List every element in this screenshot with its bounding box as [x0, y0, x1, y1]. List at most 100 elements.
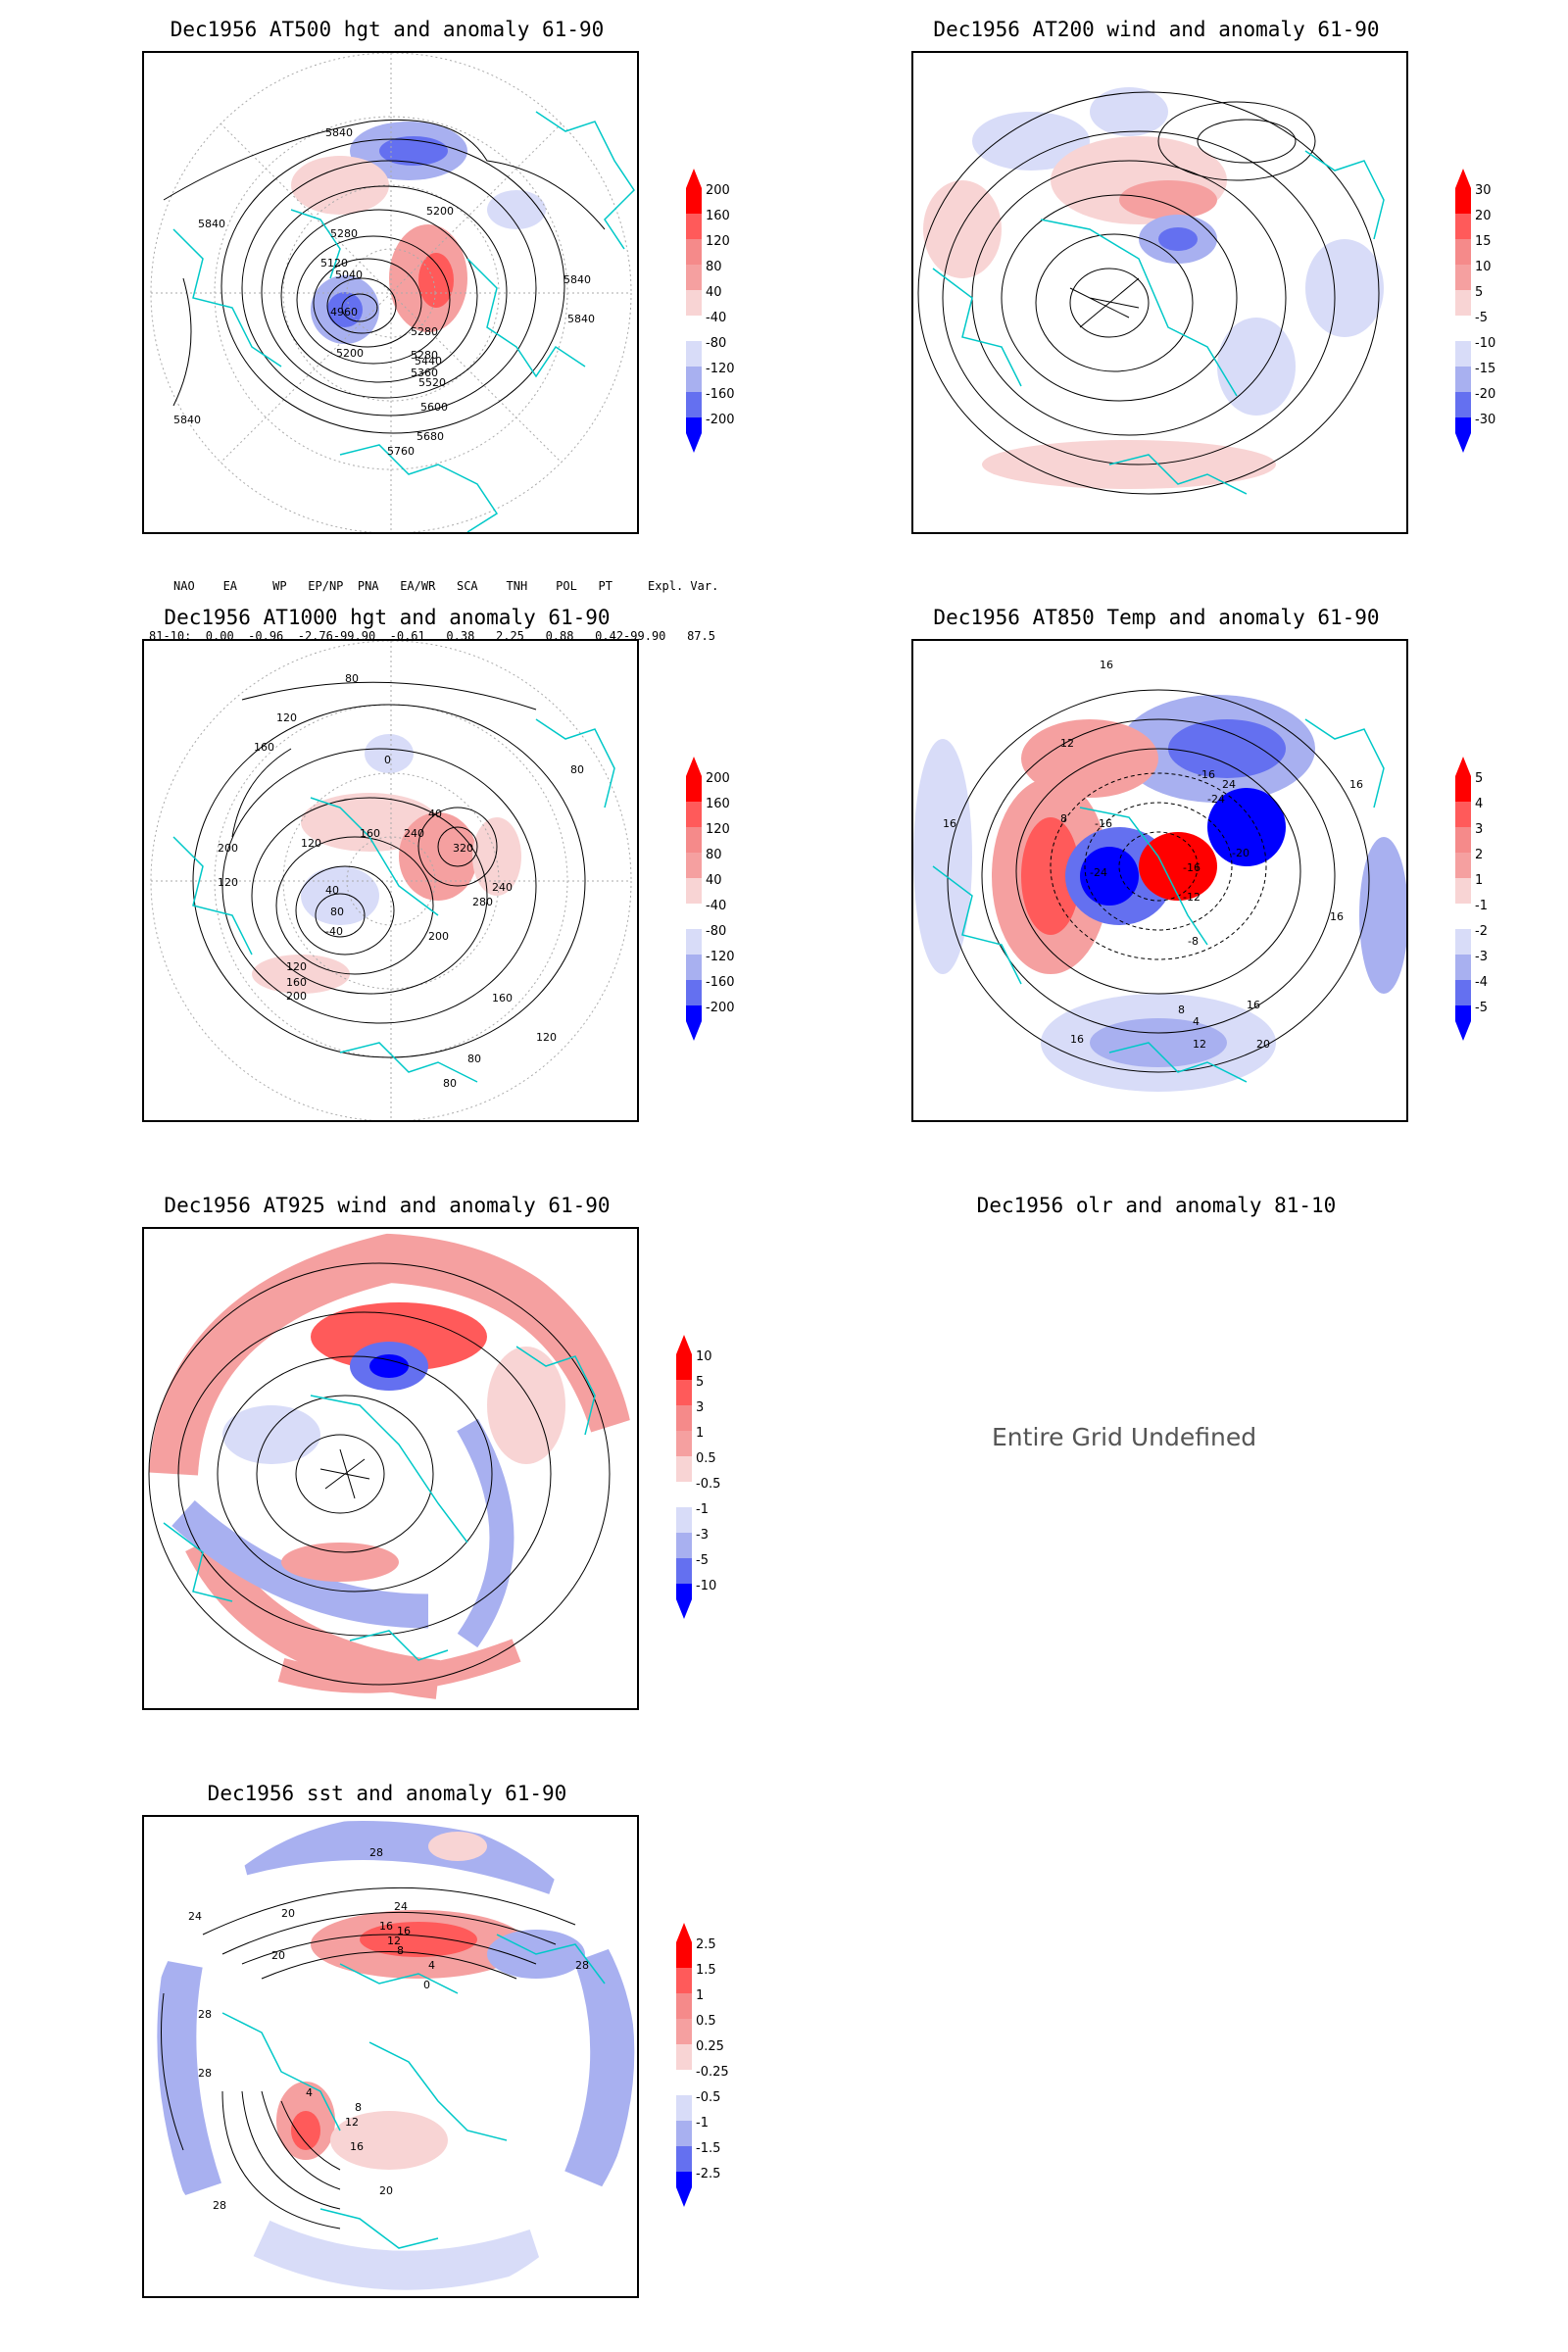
contour-label: 80: [330, 906, 344, 918]
map-1000: 80 120 160 80 0 40 160 240 320 240 280 2…: [142, 639, 639, 1122]
contour-label: 5760: [387, 445, 415, 458]
streamlines-200: [917, 91, 1380, 495]
colorbar-sst: 2.5 1.5 1 0.5 0.25 -0.25 -0.5 -1 -1.5 -2…: [666, 1923, 735, 2211]
colorbar-label: 120: [706, 234, 730, 249]
contour-label: -16: [1183, 861, 1200, 874]
contour-label: -20: [1232, 847, 1250, 859]
colorbar-label: 160: [706, 209, 730, 223]
contour-label: 12: [345, 2116, 359, 2129]
colorbar-label: 80: [706, 260, 722, 274]
colorbar-label: -30: [1475, 413, 1495, 427]
contour-label: 12: [1193, 1038, 1206, 1051]
colorbar-label: -1: [1475, 899, 1488, 913]
colorbar-label: 5: [1475, 285, 1483, 300]
contour-label: 5280: [411, 349, 438, 362]
contour-label: 5840: [564, 273, 591, 286]
streamlines-925: [148, 1262, 611, 1686]
contour-label: 40: [325, 884, 339, 897]
contour-label: 8: [1060, 812, 1067, 825]
contour-label: 4: [428, 1959, 435, 1972]
contour-label: 16: [1330, 910, 1344, 923]
map-500: 5840 5840 5840 5840 5840 5280 5280 5200 …: [142, 51, 639, 534]
colorbar-label: 80: [706, 848, 722, 862]
map-sst-svg: 28 24 20 24 16 16 12 8 4 20 28 0 28 4 8 …: [146, 1817, 636, 2296]
contour-label: 5200: [336, 347, 364, 360]
colorbar-label: -120: [706, 362, 735, 376]
coastlines-500: [172, 111, 635, 532]
contour-label: 28: [198, 2008, 212, 2021]
colorbar-label: -15: [1475, 362, 1495, 376]
contour-label: 80: [570, 763, 584, 776]
map-200-svg: [917, 87, 1385, 495]
colorbar-label: 1: [696, 1988, 704, 2003]
contour-label: 28: [198, 2067, 212, 2080]
contour-label: 8: [1178, 1004, 1185, 1016]
colorbar-label: -80: [706, 924, 726, 939]
contour-label: 40: [428, 808, 442, 820]
contour-labels-500: 5840 5840 5840 5840 5840 5280 5280 5200 …: [173, 126, 595, 458]
colorbar-label: 5: [696, 1375, 704, 1390]
colorbar-label: 40: [706, 873, 722, 888]
contour-label: -16: [1198, 768, 1215, 781]
colorbar-label: -1: [696, 1502, 709, 1517]
contour-label: 16: [1070, 1033, 1084, 1046]
colorbar-label: 160: [706, 797, 730, 811]
teleconnection-index-table: NAO EA WP EP/NP PNA EA/WR SCA TNH POL PT…: [149, 545, 718, 662]
contour-label: 5600: [420, 401, 448, 414]
colorbar-label: -1: [696, 2116, 709, 2131]
contour-label: -8: [1188, 935, 1199, 948]
contour-label: 12: [387, 1935, 401, 1947]
colorbar-label: -80: [706, 336, 726, 351]
contour-label: 280: [472, 896, 493, 908]
map-850-svg: 16 12 16 8 -16 -24 -16 24 -20 -24 -16 16…: [913, 659, 1406, 1092]
contour-label: -24: [1207, 793, 1225, 806]
colorbar-925: 10 5 3 1 0.5 -0.5 -1 -3 -5 -10: [666, 1335, 735, 1623]
contour-label: 16: [379, 1920, 393, 1933]
coastlines-200: [932, 150, 1385, 495]
contour-label: 24: [394, 1900, 408, 1913]
coastlines-925: [163, 1346, 596, 1661]
contour-label: 16: [397, 1925, 411, 1937]
contour-label: 200: [286, 990, 307, 1003]
colorbar-label: 10: [1475, 260, 1492, 274]
colorbar-850: 5 4 3 2 1 -1 -2 -3 -4 -5: [1446, 757, 1514, 1045]
colorbar-label: -40: [706, 311, 726, 325]
contour-label: 8: [397, 1944, 404, 1957]
contour-label: 120: [286, 960, 307, 973]
contour-label: 16: [943, 817, 956, 830]
contour-label: 28: [575, 1959, 589, 1972]
contour-label: -24: [1090, 866, 1107, 879]
colorbar-200: 30 20 15 10 5 -5 -10 -15 -20 -30: [1446, 169, 1514, 457]
colorbar-label: 0.25: [696, 2039, 724, 2054]
contour-label: 80: [443, 1077, 457, 1090]
contour-label: 5840: [198, 218, 225, 230]
colorbar-label: -160: [706, 387, 735, 402]
colorbar-label: 2.5: [696, 1937, 716, 1952]
contour-label: 120: [218, 876, 238, 889]
colorbar-1000: 200 160 120 80 40 -40 -80 -120 -160 -200: [676, 757, 745, 1045]
contour-label: 5520: [418, 376, 446, 389]
colorbar-label: -0.5: [696, 2090, 720, 2105]
colorbar-label: -5: [1475, 1001, 1488, 1015]
contour-label: 16: [1100, 659, 1113, 671]
contour-label: 5120: [320, 257, 348, 270]
colorbar-label: 120: [706, 822, 730, 837]
colorbar-label: 2: [1475, 848, 1483, 862]
temp-contours-850: [947, 689, 1370, 1073]
colorbar-label: 15: [1475, 234, 1492, 249]
colorbar-label: -40: [706, 899, 726, 913]
colorbar-label: 30: [1475, 183, 1492, 198]
polar-grid-500: [150, 53, 632, 532]
contour-label: 4960: [330, 306, 358, 318]
colorbar-label: -160: [706, 975, 735, 990]
contour-label: 28: [213, 2199, 226, 2212]
contour-label: 28: [369, 1846, 383, 1859]
contour-label: 5280: [330, 227, 358, 240]
contour-labels-850: 16 12 16 8 -16 -24 -16 24 -20 -24 -16 16…: [943, 659, 1363, 1051]
colorbar-label: 3: [1475, 822, 1483, 837]
height-contours-1000: [192, 681, 586, 1058]
contour-label: 20: [1256, 1038, 1270, 1051]
coastlines-sst: [221, 1934, 606, 2249]
colorbar-label: -0.25: [696, 2065, 729, 2080]
contour-label: 5280: [411, 325, 438, 338]
